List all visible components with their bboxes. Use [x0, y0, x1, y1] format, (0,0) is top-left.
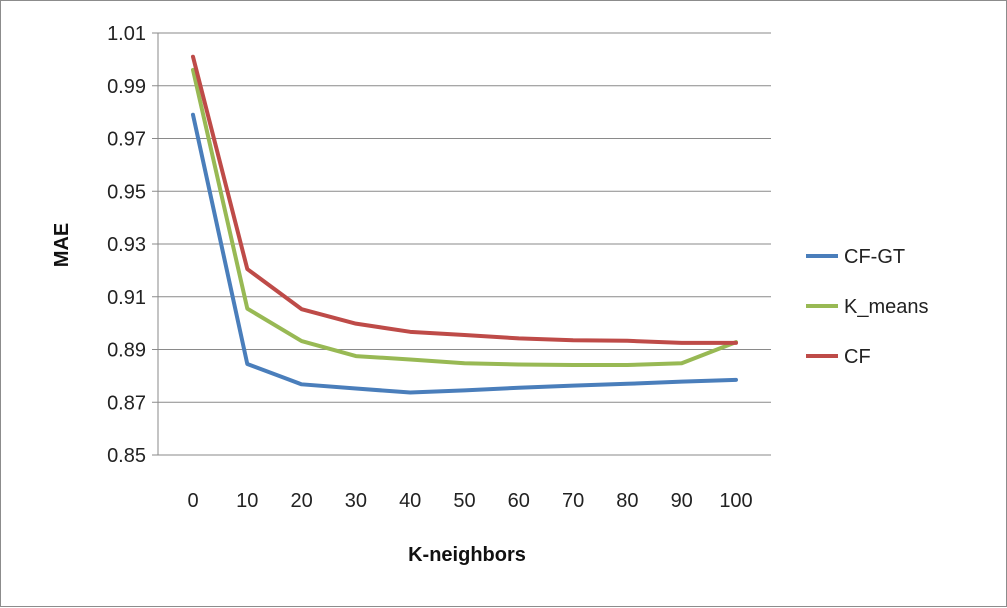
x-tick-label: 20 [290, 490, 312, 512]
legend-label-k-means: K_means [844, 296, 929, 318]
legend-label-cf-gt: CF-GT [844, 246, 905, 268]
y-tick-label: 0.99 [107, 76, 146, 98]
legend: CF-GT K_means CF [806, 246, 929, 368]
y-tick-label: 0.93 [107, 234, 146, 256]
series-line-cf-gt [191, 112, 738, 395]
gridlines [158, 32, 771, 456]
series-line-k-means [191, 67, 738, 368]
x-tick-label: 50 [453, 490, 475, 512]
x-tick-label: 10 [236, 490, 258, 512]
x-tick-label: 60 [508, 490, 530, 512]
y-tick-label: 0.89 [107, 340, 146, 362]
series-line-cf [191, 54, 738, 345]
y-axis-title: MAE [51, 223, 73, 267]
x-axis-title: K-neighbors [408, 544, 526, 566]
x-tick-label: 100 [719, 490, 752, 512]
x-tick-label: 70 [562, 490, 584, 512]
series-lines [191, 54, 738, 395]
y-tick-label: 0.95 [107, 181, 146, 203]
y-tick-label: 0.87 [107, 392, 146, 414]
y-tick-label: 1.01 [107, 23, 146, 45]
axes [152, 32, 771, 456]
y-tick-label: 0.91 [107, 287, 146, 309]
x-tick-label: 30 [345, 490, 367, 512]
x-tick-labels: 0 10 20 30 40 50 60 70 80 90 100 [187, 490, 752, 512]
x-tick-label: 90 [671, 490, 693, 512]
x-tick-label: 40 [399, 490, 421, 512]
x-tick-label: 0 [187, 490, 198, 512]
y-tick-label: 0.85 [107, 445, 146, 467]
y-tick-label: 0.97 [107, 129, 146, 151]
x-tick-label: 80 [616, 490, 638, 512]
y-tick-labels: 0.85 0.87 0.89 0.91 0.93 0.95 0.97 0.99 1.01 [107, 23, 146, 467]
legend-label-cf: CF [844, 346, 871, 368]
